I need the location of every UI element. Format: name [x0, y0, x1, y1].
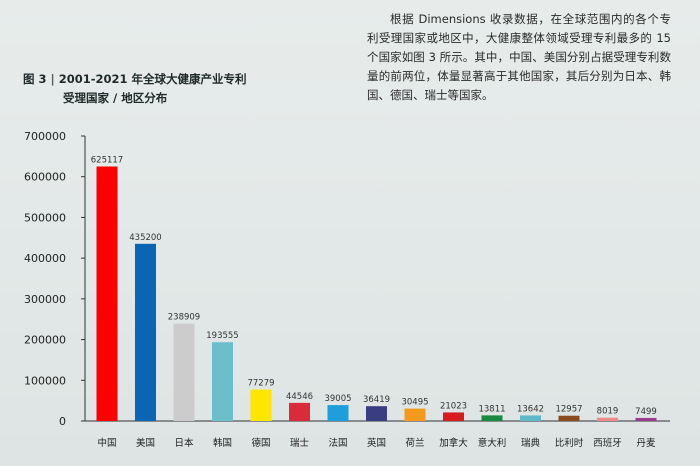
- data-label: 238909: [168, 313, 200, 323]
- y-tick-label: 200000: [24, 334, 66, 347]
- figure-title-line2: 受理国家 / 地区分布: [63, 91, 168, 105]
- bar-4: [212, 342, 233, 421]
- bar-6: [289, 402, 310, 421]
- data-label: 8019: [597, 407, 619, 417]
- x-tick-label: 比利时: [555, 437, 584, 449]
- data-label: 21023: [440, 401, 467, 411]
- y-tick-label: 0: [59, 415, 66, 428]
- data-label: 435200: [129, 233, 161, 243]
- data-label: 30495: [401, 398, 428, 408]
- bar-8: [366, 406, 387, 421]
- x-tick-label: 美国: [136, 437, 155, 449]
- data-label: 77279: [247, 379, 274, 389]
- bar-9: [404, 408, 426, 421]
- x-tick-label: 意大利: [478, 437, 507, 449]
- x-tick-label: 丹麦: [636, 437, 656, 449]
- x-tick-label: 荷兰: [405, 437, 424, 449]
- x-tick-label: 法国: [328, 437, 347, 449]
- x-tick-label: 西班牙: [593, 437, 622, 449]
- body-paragraph: 根据 Dimensions 收录数据，在全球范围内的各个专利受理国家或地区中，大…: [367, 12, 671, 102]
- x-tick-label: 瑞典: [521, 437, 541, 449]
- data-label: 39005: [324, 394, 351, 404]
- data-label: 12957: [555, 405, 582, 415]
- bar-13: [558, 415, 580, 421]
- data-label: 44546: [286, 392, 313, 402]
- figure-title-line1: 2001-2021 年全球大健康产业专利: [58, 72, 247, 86]
- data-label: 7499: [635, 407, 657, 417]
- y-tick-label: 700000: [24, 130, 66, 143]
- x-tick-label: 英国: [367, 437, 386, 449]
- bar-10: [443, 412, 464, 421]
- y-tick-label: 300000: [24, 293, 66, 306]
- y-tick-label: 600000: [24, 171, 66, 184]
- figure-number: 图 3: [23, 72, 47, 86]
- bar-11: [481, 415, 503, 421]
- y-tick-label: 400000: [24, 252, 66, 265]
- y-tick-label: 500000: [24, 211, 66, 224]
- bar-3: [173, 323, 195, 421]
- x-tick-label: 德国: [251, 437, 270, 449]
- data-label: 13642: [517, 404, 544, 414]
- data-label: 193555: [206, 331, 238, 341]
- bar-2: [135, 243, 156, 421]
- x-tick-label: 日本: [174, 437, 194, 449]
- bar-5: [250, 389, 272, 421]
- bar-15: [635, 417, 657, 421]
- x-tick-label: 加拿大: [439, 437, 468, 449]
- x-tick-label: 瑞士: [290, 437, 310, 449]
- caption-separator: |: [50, 72, 55, 86]
- bar-12: [520, 415, 541, 421]
- figure-caption: 图 3 | 2001-2021 年全球大健康产业专利 受理国家 / 地区分布: [23, 70, 283, 108]
- y-tick-label: 100000: [24, 374, 66, 387]
- bar-14: [597, 417, 618, 421]
- bar-7: [327, 405, 349, 421]
- bar-1: [96, 166, 118, 421]
- data-label: 13811: [478, 404, 505, 414]
- x-tick-label: 中国: [97, 437, 116, 449]
- x-tick-label: 韩国: [213, 437, 232, 449]
- data-label: 625117: [91, 155, 123, 165]
- data-label: 36419: [363, 395, 390, 405]
